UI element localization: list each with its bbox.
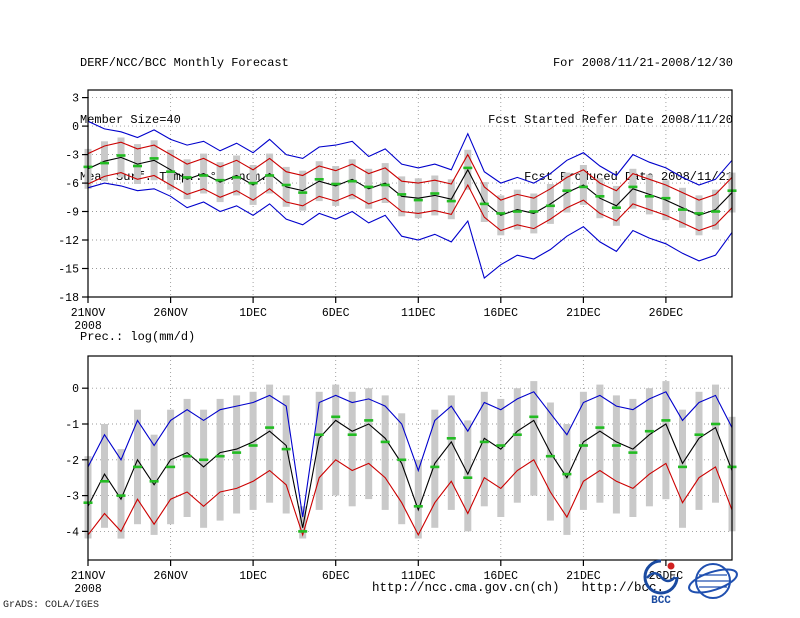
- header-forecast-range: For 2008/11/21-2008/12/30: [552, 56, 733, 70]
- svg-text:-6: -6: [65, 178, 79, 191]
- svg-text:-12: -12: [58, 235, 79, 248]
- header-title: DERF/NCC/BCC Monthly Forecast: [80, 56, 289, 70]
- svg-text:-3: -3: [65, 150, 79, 163]
- svg-text:21NOV: 21NOV: [71, 570, 106, 583]
- grads-stamp: GrADS: COLA/IGES: [3, 600, 100, 611]
- svg-text:16DEC: 16DEC: [484, 570, 519, 583]
- header-member-size: Member Size=40: [80, 113, 181, 127]
- svg-text:2008: 2008: [74, 320, 102, 333]
- svg-text:26NOV: 26NOV: [153, 307, 188, 320]
- svg-text:1DEC: 1DEC: [239, 570, 267, 583]
- svg-text:-18: -18: [58, 292, 79, 305]
- cma-ncc-logo-icon: [688, 563, 738, 599]
- svg-text:6DEC: 6DEC: [322, 570, 350, 583]
- svg-text:16DEC: 16DEC: [484, 307, 519, 320]
- svg-text:0: 0: [72, 383, 79, 396]
- svg-text:21DEC: 21DEC: [566, 307, 601, 320]
- svg-text:-4: -4: [65, 526, 79, 539]
- svg-text:21DEC: 21DEC: [566, 570, 601, 583]
- precipitation-chart: 0 -1 -2 -3 -4 21NOV 26NOV 1DEC 6DEC 11DEC 16DEC 21D…: [65, 355, 737, 596]
- bcc-logo-red-dot: [667, 562, 675, 570]
- svg-text:26DEC: 26DEC: [649, 307, 684, 320]
- bcc-logo-icon: BCC: [643, 559, 679, 606]
- svg-text:0: 0: [72, 121, 79, 134]
- svg-text:21NOV: 21NOV: [71, 307, 106, 320]
- svg-text:-1: -1: [65, 419, 79, 432]
- temperature-chart: 3 0 -3 -6 -9 -12 -15 -18 21NOV 26NOV 1DEC 6DEC 11DEC…: [58, 89, 737, 333]
- svg-text:-9: -9: [65, 207, 79, 220]
- svg-text:11DEC: 11DEC: [401, 307, 436, 320]
- ncc-url-text: http://ncc.cma.gov.cn(ch): [372, 581, 560, 595]
- svg-text:1DEC: 1DEC: [239, 307, 267, 320]
- bcc-logo-label: BCC: [651, 595, 671, 606]
- svg-text:3: 3: [72, 93, 79, 106]
- svg-text:2008: 2008: [74, 583, 102, 596]
- svg-text:26NOV: 26NOV: [153, 570, 188, 583]
- svg-text:-3: -3: [65, 491, 79, 504]
- svg-text:-15: -15: [58, 264, 79, 277]
- svg-text:11DEC: 11DEC: [401, 570, 436, 583]
- bcc-url-text: http://bcc.: [581, 581, 665, 595]
- header-refer-date: Fcst Started Refer Date 2008/11/20: [488, 113, 733, 127]
- footer-urls: http://ncc.cma.gov.cn(ch) http://bcc.: [372, 581, 664, 595]
- svg-text:6DEC: 6DEC: [322, 307, 350, 320]
- svg-text:-2: -2: [65, 455, 79, 468]
- precip-panel-title: Prec.: log(mm/d): [80, 330, 196, 344]
